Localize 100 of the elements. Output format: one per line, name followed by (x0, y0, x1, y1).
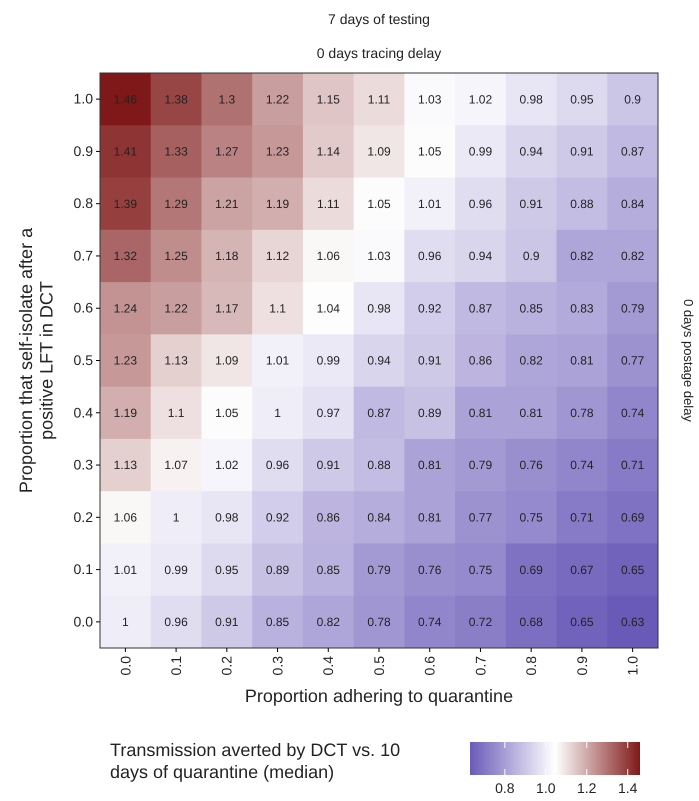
y-tick-label: 0.7 (74, 247, 94, 264)
data-label: 1.05 (367, 196, 391, 211)
data-label: 0.75 (520, 510, 544, 525)
data-label: 0.81 (520, 406, 544, 420)
data-label: 1 (122, 615, 130, 630)
data-label: 0.79 (468, 458, 492, 472)
data-label: 1.15 (316, 92, 340, 106)
data-label: 0.78 (367, 615, 391, 630)
data-label: 1.25 (164, 249, 188, 264)
data-label: 0.96 (164, 615, 188, 630)
color-bar-label: 1.2 (577, 780, 597, 796)
data-label: 0.74 (620, 406, 645, 420)
data-label: 1.03 (367, 249, 391, 264)
y-tick-label: 0.4 (74, 404, 94, 420)
data-label: 1.32 (114, 249, 138, 264)
data-label: 0.68 (520, 615, 544, 630)
x-tick-label: 0.9 (574, 656, 590, 676)
chart-subtitle: 0 days tracing delay (316, 45, 442, 61)
data-label: 0.79 (367, 562, 391, 577)
data-label: 0.74 (418, 615, 442, 630)
data-label: 0.94 (367, 354, 391, 368)
data-label: 0.91 (316, 458, 340, 472)
data-label: 0.99 (164, 562, 188, 577)
data-label: 0.95 (215, 562, 239, 577)
data-label: 0.82 (570, 249, 594, 264)
data-label: 0.87 (367, 406, 391, 420)
y-tick-label: 0.1 (74, 561, 94, 578)
data-label: 1.02 (468, 92, 492, 106)
data-label: 1.11 (317, 196, 340, 211)
data-label: 0.96 (418, 249, 442, 264)
color-bar-label: 1.0 (536, 780, 556, 796)
data-label: 0.85 (316, 562, 340, 577)
data-label: 0.76 (520, 458, 544, 472)
x-tick-label: 0.7 (472, 656, 488, 676)
data-label: 1.05 (215, 406, 239, 420)
data-label: 1.19 (266, 196, 290, 211)
x-tick-label: 0.4 (320, 656, 336, 676)
y-tick-label: 0.2 (74, 508, 94, 525)
data-label: 0.9 (522, 249, 540, 264)
data-label: 0.98 (367, 301, 391, 316)
data-label: 0.84 (367, 510, 391, 525)
data-label: 1.17 (215, 301, 239, 316)
data-label: 1.19 (114, 406, 138, 420)
y-tick-label: 0.3 (74, 456, 94, 473)
data-label: 0.91 (520, 196, 544, 211)
data-label: 0.74 (570, 458, 594, 472)
data-label: 1.23 (114, 354, 138, 368)
x-tick-label: 0.8 (523, 656, 540, 676)
data-label: 0.89 (418, 406, 442, 420)
data-label: 1.14 (316, 144, 340, 159)
data-label: 1.05 (418, 144, 442, 159)
data-label: 1.22 (266, 92, 290, 106)
x-tick-label: 0.5 (370, 656, 387, 676)
data-label: 1.39 (114, 196, 138, 211)
data-label: 1.04 (316, 301, 340, 316)
data-label: 0.94 (520, 144, 544, 159)
data-label: 0.72 (468, 615, 492, 630)
data-label: 1.09 (215, 354, 239, 368)
x-tick-label: 0.0 (117, 656, 134, 676)
data-label: 0.86 (316, 510, 340, 525)
color-bar-label: 0.8 (495, 780, 515, 796)
data-label: 1 (172, 510, 180, 525)
data-label: 1.1 (269, 301, 286, 316)
data-label: 0.9 (624, 92, 642, 106)
data-label: 1.38 (164, 92, 188, 106)
data-label: 0.83 (570, 301, 594, 316)
data-label: 1.21 (215, 196, 239, 211)
data-label: 0.77 (620, 354, 645, 368)
data-label: 0.81 (570, 354, 594, 368)
y-tick-label: 0.0 (74, 613, 94, 630)
data-label: 0.98 (215, 510, 239, 525)
color-bar-title: Transmission averted by DCT vs. 10 days of quarantine (median) (110, 740, 400, 782)
data-label: 0.96 (468, 196, 492, 211)
data-label: 1.12 (266, 249, 290, 264)
data-label: 0.69 (620, 510, 645, 525)
data-label: 1.46 (114, 92, 138, 106)
data-label: 0.88 (570, 196, 594, 211)
y-tick-label: 0.8 (74, 195, 94, 212)
data-label: 1.3 (218, 92, 236, 106)
text: 0 days postage delay (681, 299, 696, 422)
data-label: 0.65 (620, 562, 645, 577)
data-label: 0.99 (316, 354, 340, 368)
data-label: 1.1 (168, 406, 185, 420)
data-label: 1.09 (367, 144, 391, 159)
data-label: 0.87 (468, 301, 492, 316)
x-tick-label: 0.6 (422, 656, 438, 676)
data-label: 1.01 (418, 196, 442, 211)
data-label: 0.88 (367, 458, 391, 472)
data-label: 1.11 (368, 92, 391, 106)
data-label: 0.78 (570, 406, 594, 420)
data-label: 0.89 (266, 562, 290, 577)
data-label: 0.92 (266, 510, 290, 525)
data-label: 0.82 (520, 354, 544, 368)
data-label: 0.75 (468, 562, 492, 577)
data-label: 1.01 (114, 562, 138, 577)
data-label: 0.91 (418, 354, 442, 368)
data-label: 0.76 (418, 562, 442, 577)
data-label: 0.85 (266, 615, 290, 630)
data-label: 1.22 (164, 301, 188, 316)
data-label: 0.63 (620, 615, 645, 630)
